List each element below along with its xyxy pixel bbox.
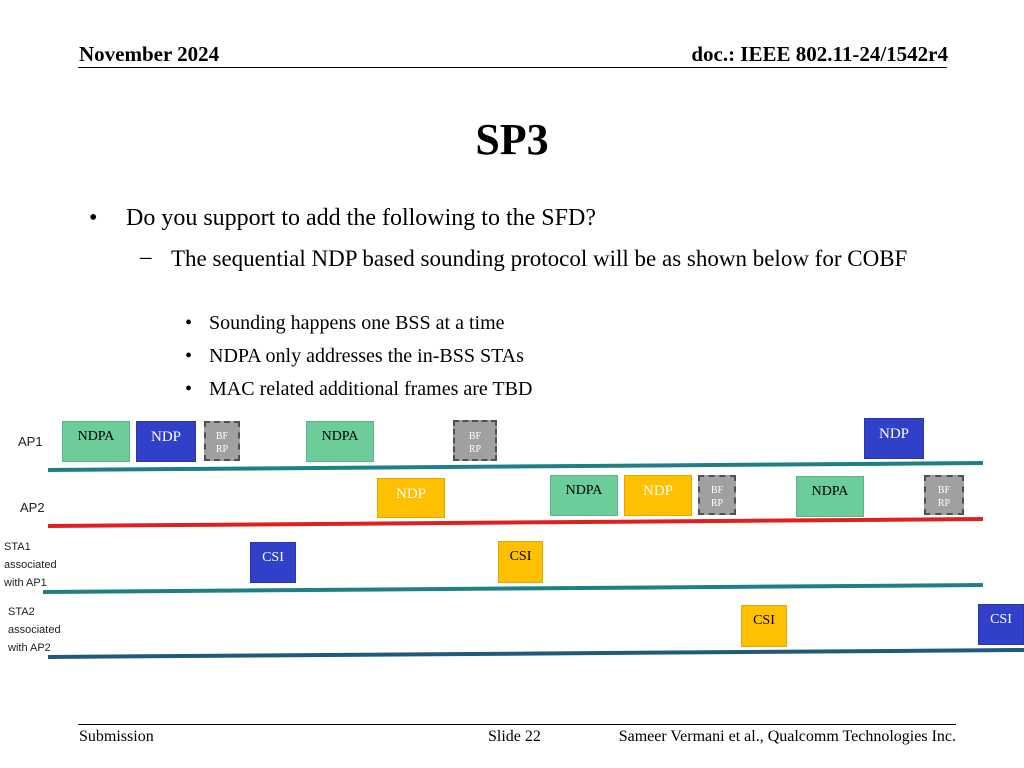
ndp-frame: NDP bbox=[624, 475, 692, 516]
bullet-dot: • bbox=[185, 345, 193, 367]
header-doc-id: doc.: IEEE 802.11-24/1542r4 bbox=[691, 42, 948, 66]
bullet-dash: – bbox=[140, 244, 152, 269]
csi-frame: CSI bbox=[741, 605, 787, 647]
footer-divider bbox=[78, 724, 956, 725]
slide-title: SP3 bbox=[475, 115, 549, 164]
ndp-frame: NDP bbox=[864, 418, 924, 459]
row-label-ap2: AP2 bbox=[20, 500, 45, 515]
bullet-point-text: NDPA only addresses the in-BSS STAs bbox=[209, 345, 524, 367]
bullet-dot: • bbox=[185, 312, 193, 334]
bfrp-frame: BF RP bbox=[453, 420, 497, 461]
ndpa-frame: NDPA bbox=[550, 475, 618, 516]
bullet-point-text: Sounding happens one BSS at a time bbox=[209, 312, 505, 334]
row-label-sta1: STA1 associated with AP1 bbox=[4, 541, 57, 589]
csi-frame: CSI bbox=[978, 604, 1024, 645]
bfrp-frame: BF RP bbox=[698, 475, 736, 515]
footer-slide-number: Slide 22 bbox=[488, 728, 541, 745]
ndpa-frame: NDPA bbox=[62, 421, 130, 462]
bullet-dot: • bbox=[89, 205, 98, 231]
bullet-main-text: Do you support to add the following to t… bbox=[126, 205, 596, 231]
bfrp-frame: BF RP bbox=[924, 475, 964, 515]
bullet-dot: • bbox=[185, 378, 193, 400]
header-divider bbox=[78, 67, 947, 68]
header-date: November 2024 bbox=[79, 42, 220, 66]
bullet-point-text: MAC related additional frames are TBD bbox=[209, 378, 533, 400]
footer-author: Sameer Vermani et al., Qualcomm Technolo… bbox=[618, 728, 956, 745]
csi-frame: CSI bbox=[498, 541, 543, 583]
csi-frame: CSI bbox=[250, 542, 296, 583]
sta2-timeline bbox=[47, 648, 1024, 659]
ap2-timeline bbox=[47, 517, 984, 528]
bullet-level1: • Do you support to add the following to… bbox=[89, 205, 596, 232]
sta1-timeline bbox=[42, 583, 984, 594]
row-label-sta2: STA2 associated with AP2 bbox=[8, 606, 61, 654]
ndpa-frame: NDPA bbox=[796, 476, 864, 517]
row-label-ap1: AP1 bbox=[18, 434, 43, 449]
ndp-frame: NDP bbox=[377, 478, 445, 518]
bfrp-frame: BF RP bbox=[204, 421, 240, 461]
ndp-frame: NDP bbox=[136, 421, 196, 462]
ap1-timeline bbox=[47, 461, 984, 472]
bullet-sub-text: The sequential NDP based sounding protoc… bbox=[171, 246, 908, 271]
footer-submission: Submission bbox=[79, 728, 154, 745]
ndpa-frame: NDPA bbox=[306, 421, 374, 462]
